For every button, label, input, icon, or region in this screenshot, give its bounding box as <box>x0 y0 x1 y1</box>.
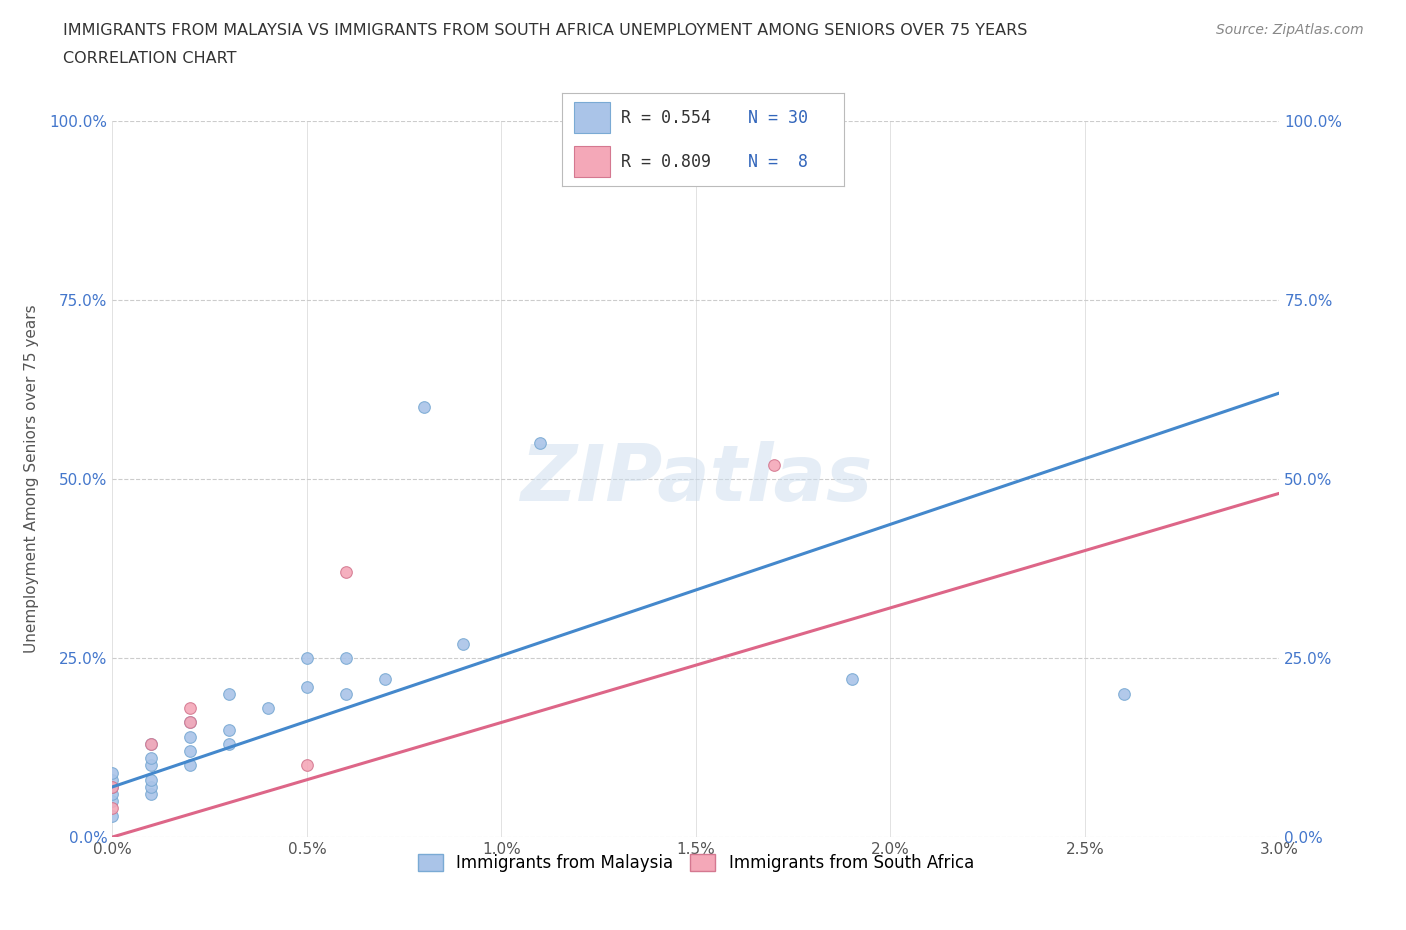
Point <box>101 801 124 816</box>
Point <box>179 715 201 730</box>
Point <box>101 772 124 787</box>
Point <box>295 679 318 694</box>
Point <box>218 737 240 751</box>
Text: IMMIGRANTS FROM MALAYSIA VS IMMIGRANTS FROM SOUTH AFRICA UNEMPLOYMENT AMONG SENI: IMMIGRANTS FROM MALAYSIA VS IMMIGRANTS F… <box>63 23 1028 38</box>
Point <box>141 758 163 773</box>
Point <box>529 435 551 450</box>
Point <box>141 787 163 802</box>
Text: N =  8: N = 8 <box>748 153 808 171</box>
Point <box>141 737 163 751</box>
Point <box>374 672 396 687</box>
Point <box>179 700 201 715</box>
Point <box>451 636 474 651</box>
Point <box>1112 686 1135 701</box>
Legend: Immigrants from Malaysia, Immigrants from South Africa: Immigrants from Malaysia, Immigrants fro… <box>412 847 980 879</box>
Point <box>412 400 434 415</box>
Point <box>179 758 201 773</box>
Point <box>101 808 124 823</box>
Text: R = 0.809: R = 0.809 <box>621 153 711 171</box>
Point <box>295 651 318 666</box>
Point <box>295 758 318 773</box>
Point <box>179 744 201 759</box>
Point <box>179 729 201 744</box>
Point <box>101 779 124 794</box>
Point <box>335 565 357 579</box>
Point <box>218 722 240 737</box>
Point <box>841 672 863 687</box>
Point <box>101 765 124 780</box>
Point <box>141 772 163 787</box>
Text: Source: ZipAtlas.com: Source: ZipAtlas.com <box>1216 23 1364 37</box>
Text: N = 30: N = 30 <box>748 109 808 127</box>
Point <box>101 787 124 802</box>
Text: R = 0.554: R = 0.554 <box>621 109 711 127</box>
Point <box>257 700 280 715</box>
Bar <box>574 146 610 177</box>
Point <box>101 779 124 794</box>
Point <box>141 737 163 751</box>
Y-axis label: Unemployment Among Seniors over 75 years: Unemployment Among Seniors over 75 years <box>24 305 38 653</box>
Text: CORRELATION CHART: CORRELATION CHART <box>63 51 236 66</box>
Text: ZIPatlas: ZIPatlas <box>520 441 872 517</box>
Point <box>179 715 201 730</box>
Bar <box>574 102 610 133</box>
Point <box>335 686 357 701</box>
Point <box>141 751 163 765</box>
Point <box>141 779 163 794</box>
Point <box>218 686 240 701</box>
Point <box>335 651 357 666</box>
Point <box>762 458 785 472</box>
Point <box>101 794 124 809</box>
